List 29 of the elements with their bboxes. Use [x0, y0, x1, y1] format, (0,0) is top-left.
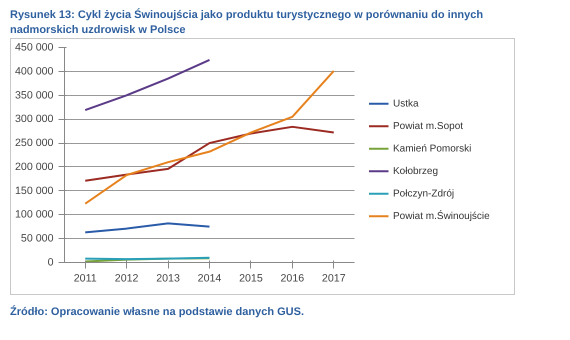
chart-title: Rysunek 13: Cykl życia Świnoujścia jako produktu turystycznego w porównaniu do innych nadmorskich uzdrowisk w Polsce [10, 8, 484, 38]
line-series [84, 70, 335, 204]
legend-label: Ustka [393, 98, 419, 109]
x-tick-label: 2011 [74, 272, 97, 284]
text: Źródło: Opracowanie własne na podstawie danych GUS. [10, 304, 304, 320]
x-tick-label: 2017 [322, 272, 346, 284]
line-series [84, 126, 335, 182]
y-tick-label: 400 000 [14, 65, 54, 78]
legend-label: Powiat m.Świnoujście [393, 209, 490, 222]
x-tick-label: 2012 [114, 272, 139, 284]
y-tick-label: 350 000 [14, 88, 54, 101]
line-series [84, 58, 210, 111]
y-tick-label: 450 000 [14, 41, 54, 54]
y-tick-label: 50 000 [20, 232, 54, 244]
legend-label: Kamień Pomorski [393, 142, 472, 154]
y-tick-label: 0 [48, 256, 54, 268]
y-tick-label: 200 000 [14, 160, 54, 173]
x-tick-label: 2016 [280, 272, 304, 284]
y-tick-label: 150 000 [14, 184, 54, 197]
y-tick-label: 100 000 [14, 208, 54, 220]
x-tick-label: 2013 [156, 272, 180, 284]
x-tick-label: 2015 [239, 272, 263, 284]
line-series [84, 222, 210, 234]
legend-label: Kołobrzeg [393, 165, 438, 176]
x-tick-label: 2014 [198, 272, 222, 284]
legend-label: Połczyn-Zdrój [393, 188, 454, 199]
y-tick-label: 300 000 [14, 112, 54, 125]
legend-label: Powiat m.Sopot [393, 120, 464, 132]
y-tick-label: 250 000 [14, 136, 54, 149]
